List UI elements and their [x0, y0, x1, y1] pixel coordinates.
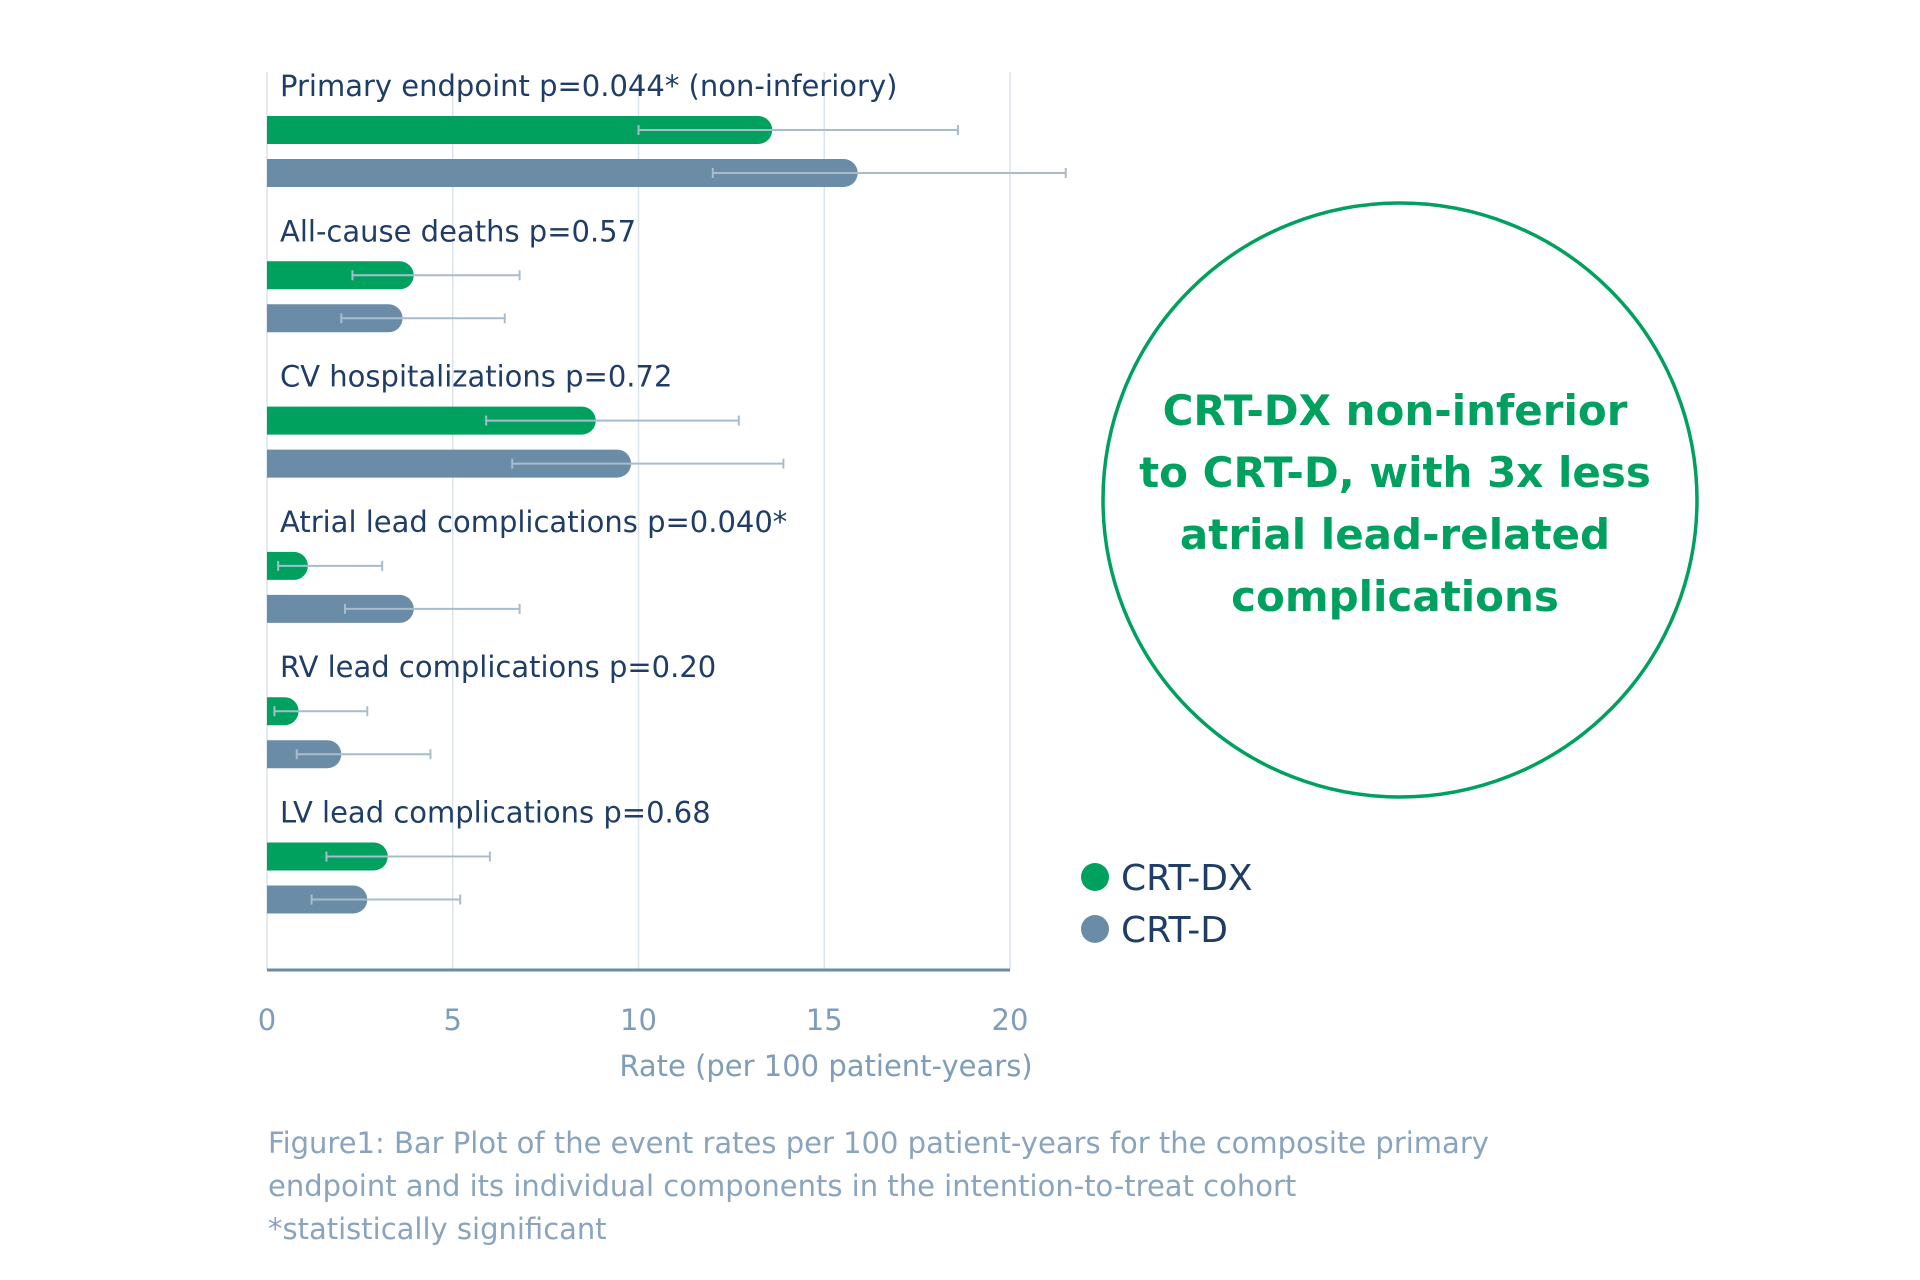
category-label: All-cause deaths p=0.57	[280, 214, 636, 248]
category-label: CV hospitalizations p=0.72	[280, 360, 672, 394]
bar-crt-d	[267, 304, 403, 333]
bar-crt-dx	[267, 406, 596, 435]
x-tick-label: 0	[258, 1003, 276, 1037]
error-bar	[511, 458, 785, 469]
error-bar	[485, 415, 740, 426]
error-bar	[295, 749, 432, 760]
x-axis-title: Rate (per 100 patient-years)	[619, 1049, 1032, 1083]
x-tick-label: 20	[992, 1003, 1029, 1037]
legend-label: CRT-DX	[1121, 858, 1253, 899]
bar-crt-d	[267, 159, 858, 187]
callout-line: CRT-DX non-inferior	[1163, 386, 1628, 435]
bar-crt-dx	[267, 116, 773, 144]
error-bar	[637, 125, 959, 135]
callout-circle	[1101, 201, 1699, 799]
error-bar	[340, 313, 506, 324]
figure-caption-line: Figure1: Bar Plot of the event rates per…	[268, 1126, 1489, 1160]
error-bar	[273, 706, 369, 717]
callout-line: to CRT-D, with 3x less	[1139, 448, 1651, 497]
category-label: Primary endpoint p=0.044* (non-inferiory…	[280, 69, 897, 103]
bar-crt-d	[267, 449, 632, 478]
bar-crt-d	[267, 594, 414, 623]
bar-crt-dx	[267, 261, 414, 290]
error-bar	[325, 851, 491, 862]
category-label: RV lead complications p=0.20	[280, 650, 716, 684]
category-label: Atrial lead complications p=0.040*	[280, 505, 787, 539]
error-bar	[310, 894, 462, 905]
error-bar	[711, 168, 1067, 178]
category-label: LV lead complications p=0.68	[280, 796, 711, 830]
legend-marker	[1081, 915, 1109, 943]
x-tick-label: 10	[620, 1003, 657, 1037]
legend-marker	[1081, 863, 1109, 891]
figure-caption-line: endpoint and its individual components i…	[268, 1169, 1296, 1203]
x-tick-label: 5	[444, 1003, 462, 1037]
legend-label: CRT-D	[1121, 910, 1228, 951]
error-bar	[277, 560, 384, 571]
figure-caption-line: *statistically significant	[268, 1212, 607, 1246]
x-tick-label: 15	[806, 1003, 843, 1037]
error-bar	[351, 270, 521, 281]
callout-line: complications	[1231, 572, 1559, 621]
error-bar	[344, 603, 521, 614]
callout-line: atrial lead-related	[1180, 510, 1610, 559]
